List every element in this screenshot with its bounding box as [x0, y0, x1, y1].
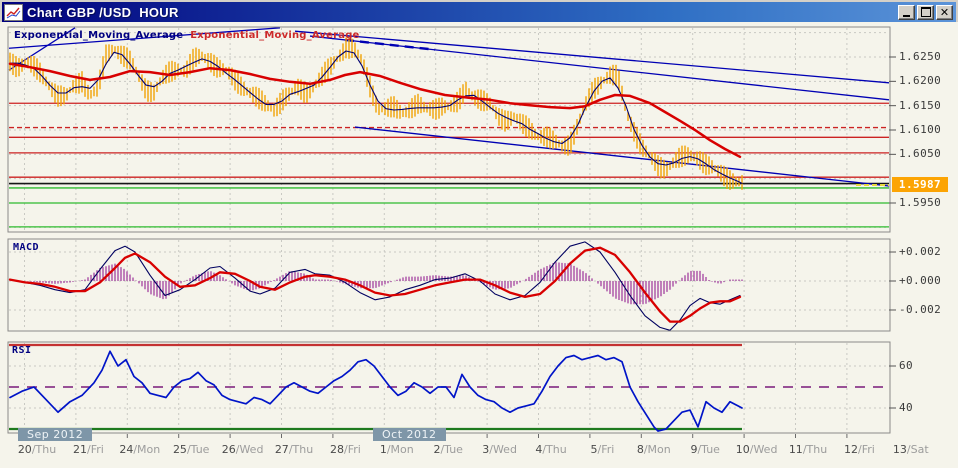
chart-app-icon — [4, 3, 23, 21]
close-button[interactable]: ✕ — [936, 4, 953, 20]
chart-canvas[interactable] — [0, 22, 958, 468]
maximize-button[interactable] — [917, 4, 934, 20]
close-icon: ✕ — [939, 5, 950, 19]
maximize-icon — [920, 7, 931, 17]
window-controls: ✕ — [898, 4, 956, 20]
minimize-button[interactable] — [898, 4, 915, 20]
window-title: Chart GBP /USD HOUR — [27, 4, 179, 20]
title-bar[interactable]: Chart GBP /USD HOUR ✕ — [2, 2, 956, 22]
minimize-icon — [903, 14, 910, 17]
